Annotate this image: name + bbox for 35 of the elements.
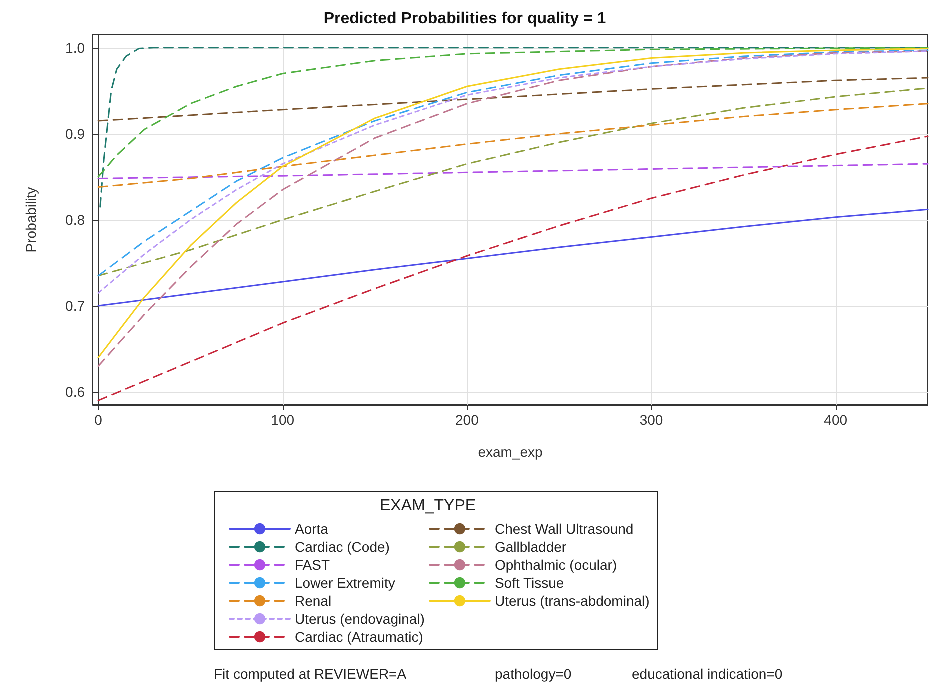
line-series <box>98 77 929 122</box>
y-tick-label: 0.8 <box>66 212 86 228</box>
legend-label: Uterus (trans-abdominal) <box>494 593 650 609</box>
legend-label: Cardiac (Atraumatic) <box>295 629 424 645</box>
chart-title: Predicted Probabilities for quality = 1 <box>324 10 606 28</box>
x-tick-label: 0 <box>94 412 103 428</box>
x-axis-title: exam_exp <box>478 444 544 460</box>
legend-title: EXAM_TYPE <box>380 498 476 514</box>
text: pathology=0 <box>495 666 572 682</box>
text: educational indication=0 <box>632 666 783 682</box>
legend-label: Ophthalmic (ocular) <box>494 557 618 573</box>
y-tick-label: 0.9 <box>66 126 86 142</box>
legend-label: Aorta <box>295 521 329 537</box>
legend-label: Gallbladder <box>494 539 567 555</box>
line-series <box>98 208 929 307</box>
legend-label: Cardiac (Code) <box>295 539 390 555</box>
legend-label: Uterus (endovaginal) <box>295 611 425 627</box>
y-tick-label: 0.6 <box>66 384 86 400</box>
x-tick-label: 200 <box>456 412 480 428</box>
y-axis-title: Probability <box>23 187 39 253</box>
y-tick-label: 1.0 <box>66 40 86 56</box>
legend-label: FAST <box>295 557 330 573</box>
text: Fit computed at REVIEWER=A <box>214 666 408 682</box>
y-tick-label: 0.7 <box>66 298 86 314</box>
line-series <box>98 47 929 178</box>
legend-label: Soft Tissue <box>494 575 564 591</box>
x-tick-label: 100 <box>271 412 295 428</box>
x-tick-label: 400 <box>824 412 848 428</box>
line-series <box>98 136 929 402</box>
legend-label: Chest Wall Ultrasound <box>494 521 634 537</box>
legend-label: Renal <box>295 593 332 609</box>
legend-label: Lower Extremity <box>295 575 396 591</box>
line-series <box>98 103 929 188</box>
x-tick-label: 300 <box>640 412 664 428</box>
line-series <box>98 163 929 180</box>
